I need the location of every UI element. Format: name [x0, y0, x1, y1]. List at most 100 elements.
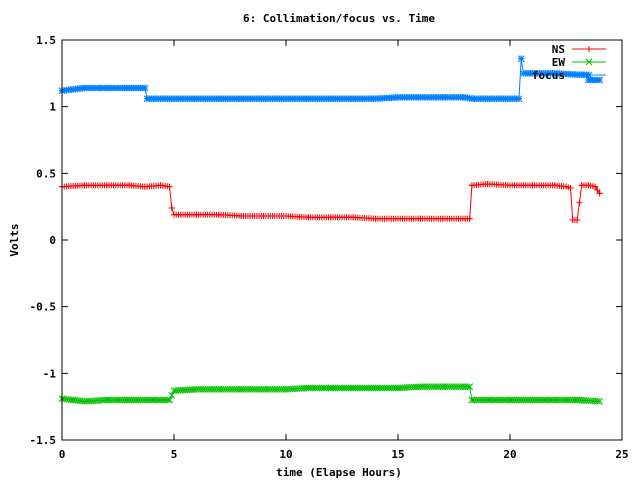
data-point	[551, 69, 559, 77]
data-point	[576, 199, 583, 206]
data-point	[594, 397, 601, 405]
data-point	[515, 95, 523, 103]
series-ns	[59, 181, 603, 223]
x-tick-label: 10	[279, 448, 292, 461]
plot-area	[58, 55, 603, 405]
data-point	[193, 211, 200, 218]
data-point	[592, 183, 599, 190]
data-point	[372, 95, 379, 103]
data-point	[166, 396, 173, 404]
data-point	[237, 385, 245, 393]
axis-ticks: 0 5 10 15 20 25 -1.5 -1 -0.5 0 0.5 1 1.5	[30, 34, 629, 461]
data-point	[506, 95, 514, 103]
data-point	[484, 396, 491, 404]
data-point	[563, 183, 569, 190]
data-point	[466, 383, 474, 391]
data-point	[215, 95, 223, 103]
x-tick-label: 5	[171, 448, 178, 461]
data-point	[69, 396, 77, 404]
data-point	[260, 213, 267, 219]
data-point	[417, 93, 424, 101]
data-point	[305, 214, 312, 221]
data-point	[596, 190, 603, 197]
data-point	[585, 182, 592, 189]
data-point	[305, 384, 312, 392]
data-point	[103, 84, 111, 92]
x-tick-label: 0	[59, 448, 66, 461]
data-point	[520, 69, 527, 77]
data-point	[439, 215, 446, 222]
data-point	[170, 95, 178, 103]
data-point	[166, 183, 173, 190]
data-point	[305, 95, 312, 103]
data-point	[81, 84, 88, 92]
data-point	[506, 396, 514, 404]
data-point	[327, 384, 335, 392]
data-point	[282, 95, 290, 103]
data-point	[394, 384, 402, 392]
y-tick-label: 0	[49, 234, 56, 247]
legend-marker-focus	[585, 71, 593, 79]
data-point	[417, 383, 424, 391]
data-point	[395, 215, 401, 222]
series-line-focus	[61, 58, 600, 100]
data-point	[596, 397, 603, 405]
data-point	[439, 383, 447, 391]
data-point	[238, 213, 245, 219]
data-point	[148, 396, 155, 404]
data-point	[594, 187, 601, 193]
data-point	[529, 69, 536, 77]
y-tick-label: 0.5	[36, 167, 56, 180]
data-point	[193, 95, 200, 103]
y-tick-label: 1.5	[36, 34, 56, 47]
data-point	[260, 95, 267, 103]
data-point	[507, 182, 513, 189]
data-point	[327, 95, 335, 103]
data-point	[215, 211, 222, 218]
x-tick-label: 15	[391, 448, 404, 461]
data-point	[126, 182, 133, 189]
data-point	[125, 396, 133, 404]
y-axis-label: Volts	[8, 223, 21, 256]
data-point	[439, 93, 447, 101]
data-point	[141, 84, 149, 92]
data-point	[237, 95, 245, 103]
data-point	[468, 95, 476, 103]
legend-label-ns: NS	[552, 43, 565, 56]
data-point	[170, 387, 178, 395]
data-point	[215, 385, 223, 393]
data-point	[464, 383, 471, 391]
data-point	[327, 214, 334, 221]
data-point	[466, 215, 473, 222]
data-point	[567, 185, 574, 191]
data-point	[529, 396, 536, 404]
data-point	[468, 182, 475, 189]
series-line-ew	[61, 386, 600, 402]
data-point	[372, 384, 379, 392]
data-point	[141, 183, 148, 190]
data-point	[394, 93, 402, 101]
data-point	[484, 95, 491, 103]
legend-label-focus: focus	[532, 69, 565, 82]
data-point	[282, 385, 290, 393]
data-point	[69, 85, 77, 93]
data-point	[461, 93, 469, 101]
data-point	[468, 396, 476, 404]
data-point	[171, 211, 177, 218]
data-point	[168, 205, 175, 211]
series-ew	[58, 383, 603, 405]
data-point	[551, 182, 558, 189]
data-point	[349, 95, 357, 103]
data-point	[372, 215, 379, 222]
x-axis-label: time (Elapse Hours)	[276, 466, 402, 479]
data-point	[103, 182, 110, 189]
series-focus	[58, 55, 603, 103]
data-point	[148, 95, 155, 103]
data-point	[193, 385, 200, 393]
data-point	[81, 397, 88, 405]
data-point	[103, 396, 111, 404]
data-point	[596, 76, 603, 84]
